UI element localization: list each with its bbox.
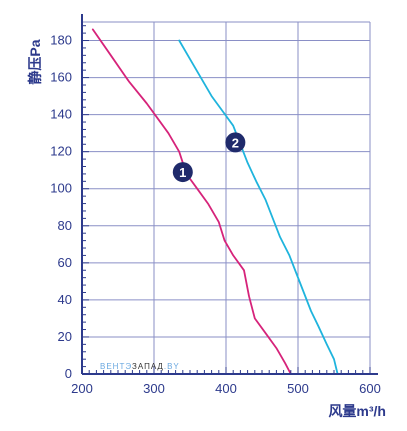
x-tick-label-1: 300 [143, 381, 165, 396]
y-tick-label-1: 20 [58, 329, 72, 344]
series-line-2 [178, 39, 339, 375]
watermark-part-1: ВЕНТЭ [100, 362, 132, 371]
series-marker-label-2: 2 [232, 135, 239, 150]
y-tick-label-9: 180 [50, 33, 72, 48]
x-axis-title: 风量m³/h [328, 403, 386, 419]
watermark-part-3: .BY [164, 362, 180, 371]
series-layer [91, 28, 339, 375]
watermark-part-2: ЗАПАД [132, 362, 164, 371]
y-tick-label-5: 100 [50, 181, 72, 196]
y-tick-label-8: 160 [50, 70, 72, 85]
x-tick-label-0: 200 [71, 381, 93, 396]
x-tick-label-2: 400 [215, 381, 237, 396]
series-marker-label-1: 1 [179, 165, 186, 180]
y-tick-label-3: 60 [58, 255, 72, 270]
y-tick-label-2: 40 [58, 292, 72, 307]
y-tick-label-0: 0 [65, 366, 72, 381]
y-axis-title: 静压Pa [27, 39, 43, 84]
series-marker-1 [172, 162, 193, 183]
series-line-1 [91, 28, 292, 375]
y-tick-label-7: 140 [50, 107, 72, 122]
series-marker-2 [225, 132, 246, 153]
tick-labels: 0 20 40 60 80 100 120 140 160 180 200 300 400 500 600 [50, 33, 381, 396]
markers-layer: 12 [172, 132, 246, 183]
watermark: ВЕНТЭЗАПАД.BY [100, 362, 180, 371]
x-tick-label-3: 500 [287, 381, 309, 396]
y-tick-label-6: 120 [50, 144, 72, 159]
axes-layer [81, 14, 378, 375]
x-tick-label-4: 600 [359, 381, 381, 396]
y-tick-label-4: 80 [58, 218, 72, 233]
